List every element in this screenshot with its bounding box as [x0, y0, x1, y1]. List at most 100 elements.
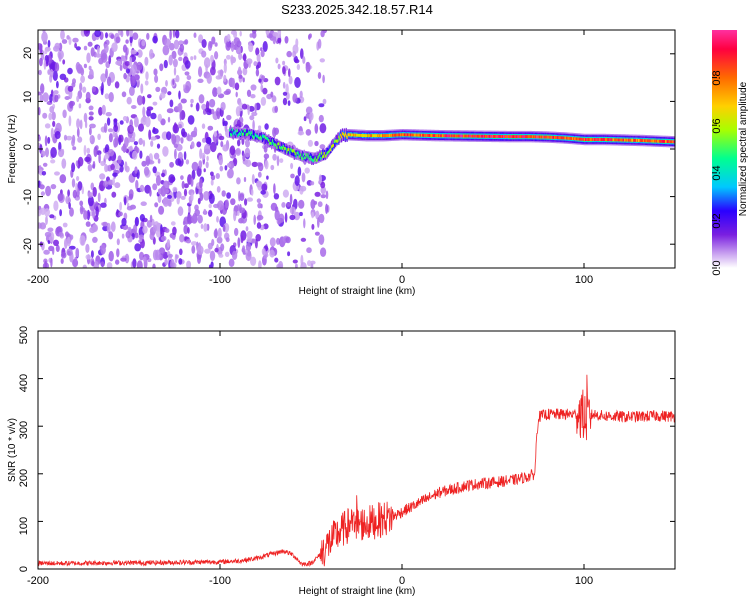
noise-speckle — [191, 161, 199, 171]
ridge-cell — [361, 134, 363, 137]
noise-speckle — [40, 150, 46, 157]
noise-speckle — [297, 130, 305, 136]
noise-speckle — [325, 203, 329, 214]
noise-speckle — [199, 178, 203, 189]
noise-speckle — [71, 138, 75, 147]
noise-speckle — [184, 71, 190, 76]
ridge-cell — [401, 133, 403, 137]
ridge-cell — [291, 148, 293, 152]
ridge-cell — [299, 155, 301, 159]
noise-speckle — [226, 54, 231, 60]
noise-speckle — [99, 173, 106, 180]
noise-speckle — [300, 48, 304, 60]
ridge-cell — [580, 137, 582, 141]
noise-speckle — [216, 86, 222, 95]
ridge-cell — [498, 135, 500, 138]
noise-speckle — [201, 152, 206, 160]
ridge-cell — [579, 137, 581, 141]
noise-speckle — [157, 113, 162, 122]
ridge-cell — [399, 133, 401, 137]
noise-speckle — [142, 256, 147, 262]
noise-speckle — [203, 223, 208, 232]
noise-speckle — [208, 264, 212, 268]
ridge-cell — [493, 135, 495, 138]
noise-speckle — [149, 214, 153, 223]
noise-speckle — [210, 179, 214, 186]
noise-speckle — [44, 208, 50, 217]
noise-speckle — [272, 31, 279, 37]
noise-speckle — [77, 156, 84, 167]
noise-speckle — [266, 175, 269, 180]
ridge-cell — [349, 133, 351, 137]
noise-speckle — [159, 92, 166, 99]
noise-speckle — [173, 66, 177, 76]
bottom-ytick-label: 500 — [18, 326, 30, 344]
ridge-cell — [236, 130, 238, 136]
noise-speckle — [299, 211, 303, 217]
bottom-xtick-label: -200 — [27, 575, 49, 587]
noise-speckle — [129, 125, 134, 133]
snr-frame — [37, 330, 676, 570]
ridge-cell — [303, 156, 305, 160]
noise-speckle — [49, 93, 53, 103]
ridge-cell — [302, 153, 304, 163]
noise-speckle — [311, 223, 315, 230]
noise-speckle — [89, 127, 92, 136]
noise-speckle — [180, 137, 184, 144]
ridge-cell — [495, 135, 497, 138]
noise-speckle — [237, 237, 241, 249]
ridge-cell — [605, 138, 607, 141]
noise-speckle — [107, 149, 115, 157]
noise-speckle — [189, 200, 193, 205]
ridge-cell — [505, 135, 507, 138]
ridge-cell — [282, 144, 284, 148]
noise-speckle — [148, 129, 152, 140]
noise-speckle — [297, 166, 302, 177]
ridge-cell — [425, 133, 427, 137]
ridge-cell — [614, 138, 616, 142]
noise-speckle — [277, 30, 282, 39]
noise-speckle — [260, 190, 267, 195]
noise-speckle — [221, 190, 226, 197]
ridge-cell — [641, 139, 643, 142]
noise-speckle — [284, 212, 288, 223]
ridge-cell — [654, 139, 656, 143]
ridge-cell — [279, 145, 281, 149]
noise-speckle — [79, 235, 86, 246]
ridge-cell — [567, 136, 569, 140]
noise-speckle — [76, 118, 81, 129]
ridge-cell — [414, 133, 416, 137]
ridge-cell — [300, 153, 302, 157]
noise-speckle — [305, 61, 311, 73]
noise-speckle — [180, 195, 186, 200]
noise-speckle — [256, 162, 263, 167]
noise-speckle — [173, 122, 178, 133]
ridge-cell — [512, 135, 514, 139]
noise-speckle — [132, 131, 136, 139]
ridge-cell — [531, 135, 533, 139]
noise-speckle — [294, 59, 300, 64]
ridge-cell — [327, 147, 329, 153]
noise-speckle — [65, 231, 69, 237]
noise-speckle — [79, 200, 84, 207]
ridge-cell — [564, 136, 567, 140]
ridge-cell — [437, 134, 439, 138]
ridge-cell — [433, 134, 436, 137]
noise-speckle — [168, 54, 173, 66]
noise-speckle — [183, 151, 187, 161]
ridge-cell — [604, 138, 606, 141]
ridge-cell — [386, 134, 388, 137]
ridge-cell — [655, 139, 658, 143]
noise-speckle — [244, 198, 248, 206]
ridge-cell — [574, 137, 577, 141]
colorbar-gradient — [712, 30, 737, 268]
noise-speckle — [44, 49, 48, 55]
noise-speckle — [172, 186, 178, 193]
noise-speckle — [203, 208, 207, 214]
ridge-cell — [443, 134, 446, 138]
ridge-cell — [553, 136, 555, 139]
ridge-cell — [672, 140, 674, 144]
ridge-cell — [667, 140, 669, 143]
noise-speckle — [103, 43, 109, 54]
noise-speckle — [50, 147, 57, 158]
